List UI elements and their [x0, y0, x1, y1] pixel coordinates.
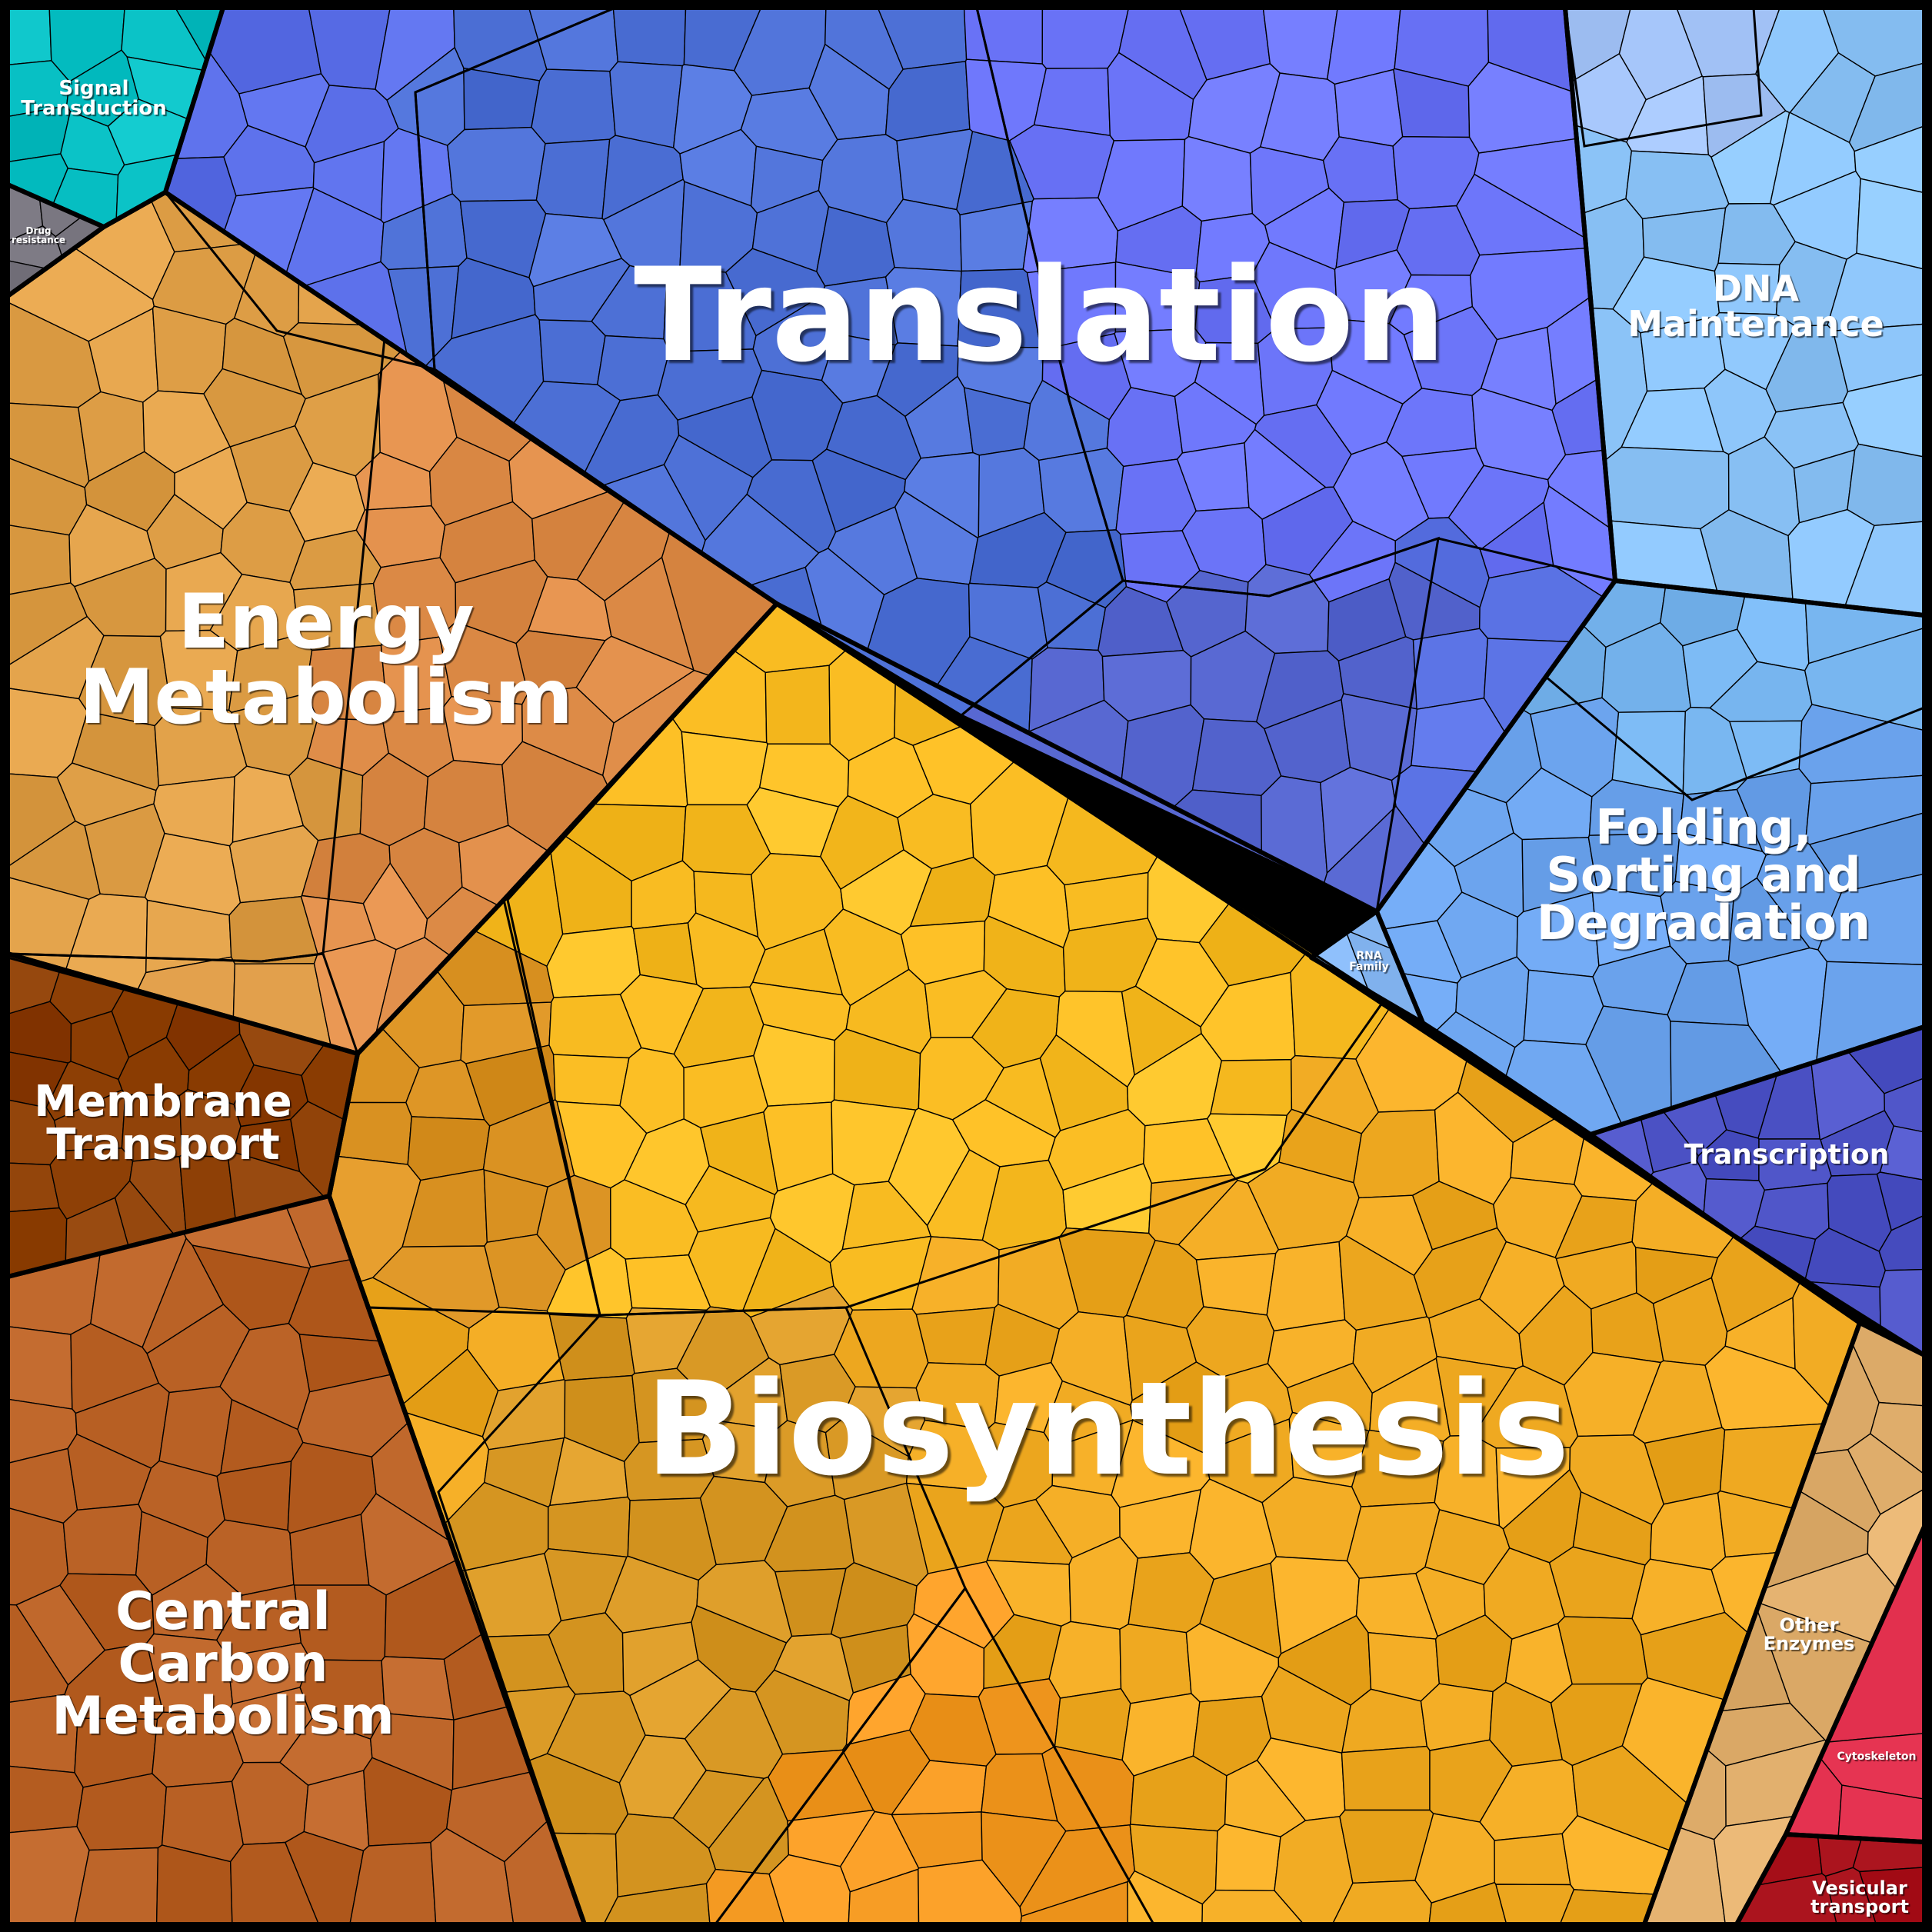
label-transcription: Transcription [1684, 1139, 1890, 1171]
cell-translation [609, 61, 683, 148]
label-dna-maintenance: DNA Maintenance [1627, 268, 1884, 345]
label-central-carbon: Central Carbon Metabolism [52, 1581, 395, 1747]
cell-biosynthesis [1214, 1824, 1281, 1891]
cell-transcription [1878, 1212, 1924, 1271]
cell-transcription [1876, 1171, 1924, 1231]
cell-central-carbon [62, 1504, 143, 1576]
cell-translation [612, 8, 687, 67]
cell-folding [1804, 626, 1924, 732]
label-rna-family: RNA Family [1349, 950, 1389, 973]
cell-dna-maintenance [1839, 520, 1924, 615]
subregion-outline [959, 536, 1440, 914]
cell-biosynthesis [1210, 1058, 1293, 1116]
cell-translation [1033, 67, 1111, 137]
cell-biosynthesis [1341, 1745, 1431, 1811]
cell-translation [1322, 136, 1398, 203]
cell-dna-maintenance [1847, 443, 1924, 527]
cell-vesicular-transport [1858, 1866, 1924, 1924]
cell-biosynthesis [552, 1054, 630, 1107]
cell-translation [1547, 448, 1615, 536]
label-membrane-transport: Membrane Transport [34, 1077, 292, 1170]
cell-translation [531, 68, 616, 145]
cell-translation [1412, 628, 1489, 710]
subregion-outline [328, 897, 601, 1317]
cell-biosynthesis [1266, 1241, 1346, 1332]
cell-biosynthesis [546, 925, 641, 998]
cell-biosynthesis [918, 1859, 1023, 1924]
label-energy-metabolism: Energy Metabolism [78, 578, 574, 741]
cell-cytoskeleton [1837, 1784, 1924, 1842]
cell-central-carbon [348, 1841, 437, 1924]
label-vesicular-transport: Vesicular transport [1810, 1877, 1909, 1917]
outline-rna-family [1309, 909, 1425, 1025]
cell-biosynthesis [1557, 1616, 1648, 1685]
cell-biosynthesis [1195, 1252, 1277, 1316]
cell-biosynthesis [548, 1496, 631, 1558]
cell-central-carbon [8, 1325, 73, 1410]
cell-biosynthesis [1494, 1833, 1571, 1886]
cell-biosynthesis [1420, 1683, 1494, 1751]
cell-biosynthesis [1048, 1621, 1122, 1699]
label-signal-transduction: Signal Transduction [21, 77, 167, 120]
cell-biosynthesis [1119, 1624, 1192, 1704]
cell-translation [963, 8, 1044, 65]
cell-dna-maintenance [1842, 372, 1924, 458]
label-cytoskeleton: Cytoskeleton [1837, 1750, 1917, 1763]
cell-rna-family [1344, 928, 1423, 1023]
cell-central-carbon [216, 1461, 292, 1531]
cell-translation [535, 138, 611, 219]
label-biosynthesis: Biosynthesis [645, 1354, 1570, 1504]
cell-central-carbon [158, 1386, 233, 1477]
cell-biosynthesis [1201, 1889, 1308, 1924]
cell-biosynthesis [764, 665, 831, 745]
label-drug-resistance: Drug resistance [11, 225, 66, 245]
subregion-outline [1544, 579, 1926, 801]
label-other-enzymes: Other Enzymes [1763, 1614, 1855, 1654]
cell-central-carbon [8, 1764, 84, 1834]
cell-signal-transduction [8, 8, 52, 66]
cell-other-enzymes [1847, 1433, 1924, 1515]
label-folding: Folding, Sorting and Degradation [1536, 799, 1871, 951]
cell-translation [447, 126, 546, 202]
label-translation: Translation [634, 240, 1446, 391]
cell-translation [538, 319, 606, 385]
